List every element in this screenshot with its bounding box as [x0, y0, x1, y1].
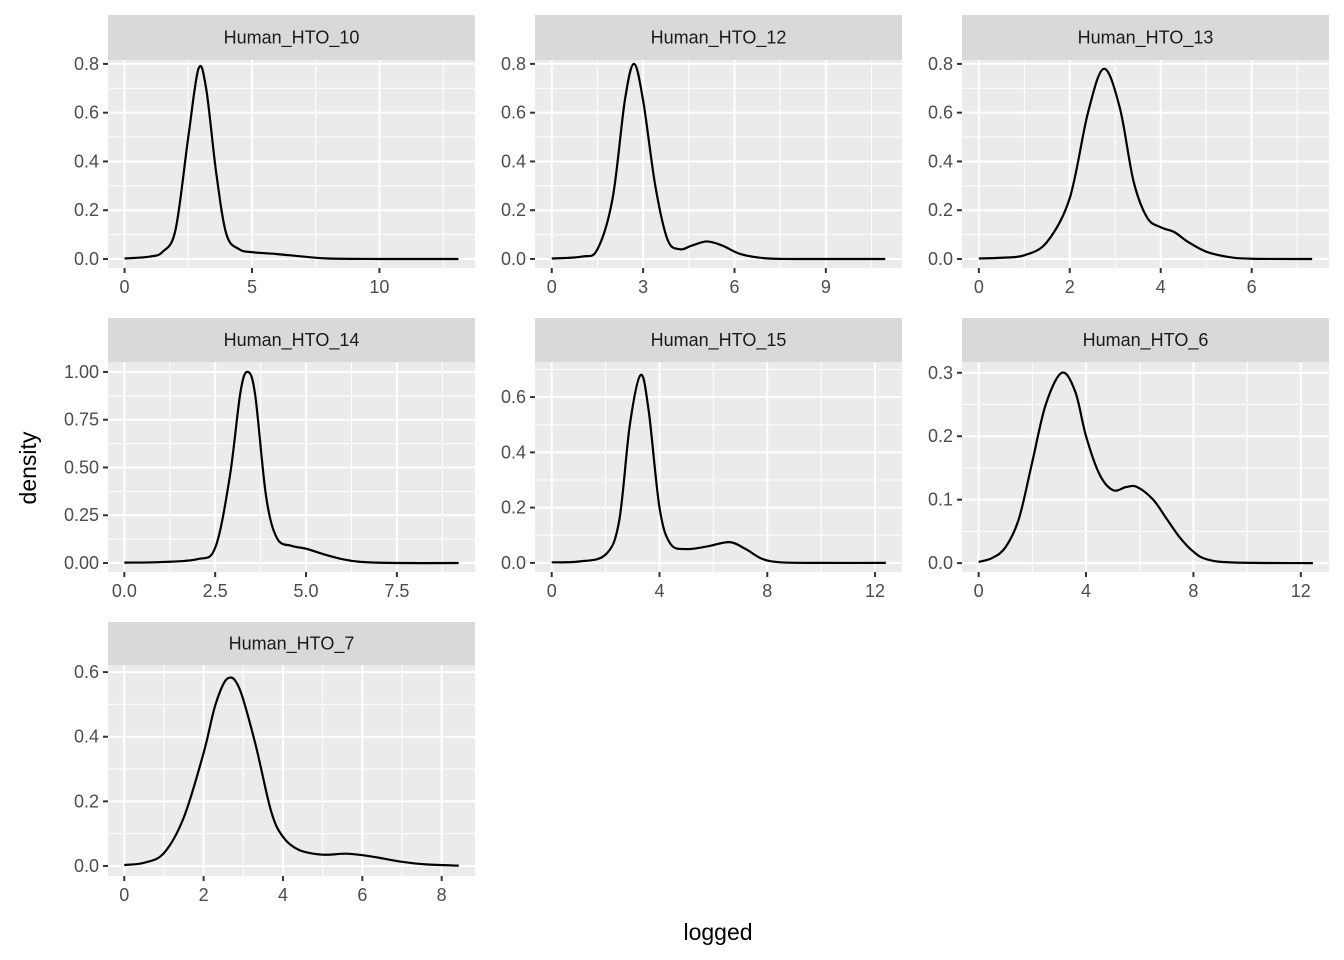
x-tick-label: 6: [357, 885, 367, 905]
x-tick-label: 0: [547, 277, 557, 297]
x-tick-label: 4: [1081, 581, 1091, 601]
density-line: [551, 62, 886, 261]
facet-strip: [108, 318, 475, 362]
density-line: [978, 371, 1313, 565]
facet-panel: Human_HTO_14 0.0 2.5 5.0 7.5 0.00 0.25 0.50 0.75…: [64, 318, 475, 601]
x-axis-title: logged: [683, 919, 752, 945]
x-tick-label: 4: [1156, 277, 1166, 297]
y-tick-label: 0.50: [64, 457, 99, 477]
x-tick-label: 2: [199, 885, 209, 905]
density-line: [124, 64, 459, 261]
x-tick-label: 2.5: [203, 581, 228, 601]
density-line: [551, 373, 886, 565]
y-tick-label: 0.0: [74, 856, 99, 876]
panel-background: [962, 60, 1329, 268]
facet-strip-label: Human_HTO_15: [651, 330, 787, 351]
x-tick-label: 4: [278, 885, 288, 905]
panel-background: [108, 665, 475, 876]
x-tick-label: 0: [974, 581, 984, 601]
y-tick-label: 0.2: [74, 791, 99, 811]
facet-strip: [962, 15, 1329, 60]
x-tick-label: 0: [119, 885, 129, 905]
y-tick-label: 0.6: [928, 103, 953, 123]
x-tick-label: 8: [437, 885, 447, 905]
y-tick-label: 0.6: [74, 103, 99, 123]
y-tick-label: 0.4: [501, 151, 526, 171]
facet-strip-label: Human_HTO_10: [224, 28, 360, 49]
facet-strip-label: Human_HTO_7: [229, 634, 355, 655]
facet-panel: Human_HTO_12 0 3 6 9 0.0 0.2 0.4 0.6 0.8: [501, 15, 902, 297]
facet-strip-label: Human_HTO_14: [224, 330, 360, 351]
y-tick-label: 0.0: [74, 249, 99, 269]
x-tick-label: 6: [729, 277, 739, 297]
x-tick-label: 5: [247, 277, 257, 297]
y-tick-label: 0.6: [501, 387, 526, 407]
panel-background: [535, 60, 902, 268]
x-tick-label: 12: [1291, 581, 1311, 601]
x-tick-label: 0: [120, 277, 130, 297]
facet-strip: [962, 318, 1329, 362]
facet-strip: [535, 318, 902, 362]
x-tick-label: 10: [369, 277, 389, 297]
x-tick-label: 9: [821, 277, 831, 297]
x-tick-label: 4: [654, 581, 664, 601]
x-tick-label: 3: [638, 277, 648, 297]
y-tick-label: 0.3: [928, 363, 953, 383]
x-tick-label: 0: [974, 277, 984, 297]
y-tick-label: 0.2: [501, 498, 526, 518]
x-tick-label: 12: [865, 581, 885, 601]
y-tick-label: 0.6: [501, 103, 526, 123]
y-tick-label: 0.4: [74, 727, 99, 747]
density-line: [124, 676, 459, 867]
facet-strip: [108, 15, 475, 60]
y-tick-label: 0.0: [501, 553, 526, 573]
density-line: [124, 370, 459, 565]
panel-background: [962, 362, 1329, 572]
y-tick-label: 0.8: [928, 54, 953, 74]
facet-panel: Human_HTO_6 0 4 8 12 0.0 0.1 0.2 0.3: [928, 318, 1329, 601]
y-tick-label: 0.2: [74, 200, 99, 220]
y-tick-label: 0.0: [501, 249, 526, 269]
y-tick-label: 0.4: [928, 151, 953, 171]
panel-background: [535, 362, 902, 572]
y-tick-label: 0.75: [64, 410, 99, 430]
x-tick-label: 5.0: [294, 581, 319, 601]
y-tick-label: 0.0: [928, 553, 953, 573]
y-axis-title: density: [15, 431, 41, 504]
facet-strip-label: Human_HTO_6: [1083, 330, 1209, 351]
facet-panel: Human_HTO_13 0 2 4 6 0.0 0.2 0.4 0.6 0.8: [928, 15, 1329, 297]
facet-strip: [535, 15, 902, 60]
x-tick-label: 8: [1188, 581, 1198, 601]
x-tick-label: 2: [1065, 277, 1075, 297]
facet-panel: Human_HTO_15 0 4 8 12 0.0 0.2 0.4 0.6: [501, 318, 902, 601]
facet-panel: Human_HTO_10 0 5 10 0.0 0.2 0.4 0.6 0.8: [74, 15, 475, 297]
facet-strip-label: Human_HTO_13: [1078, 28, 1214, 49]
y-tick-label: 0.4: [501, 442, 526, 462]
x-tick-label: 6: [1247, 277, 1257, 297]
y-tick-label: 0.6: [74, 662, 99, 682]
facet-panel: Human_HTO_7 0 2 4 6 8 0.0 0.2 0.4 0.6: [74, 622, 475, 905]
y-tick-label: 0.4: [74, 151, 99, 171]
y-tick-label: 0.1: [928, 490, 953, 510]
y-tick-label: 0.2: [928, 200, 953, 220]
facet-strip-label: Human_HTO_12: [651, 28, 787, 49]
y-tick-label: 0.2: [501, 200, 526, 220]
x-tick-label: 0: [547, 581, 557, 601]
panel-background: [108, 60, 475, 268]
density-line: [978, 67, 1313, 261]
x-tick-label: 7.5: [384, 581, 409, 601]
y-tick-label: 0.8: [74, 54, 99, 74]
y-tick-label: 0.00: [64, 553, 99, 573]
y-tick-label: 0.0: [928, 249, 953, 269]
x-tick-label: 0.0: [112, 581, 137, 601]
y-tick-label: 0.2: [928, 426, 953, 446]
facet-strip: [108, 622, 475, 665]
facet-panels: Human_HTO_100 5 100.00.20.40.60.8Human_HTO…: [64, 15, 1329, 905]
y-tick-label: 0.8: [501, 54, 526, 74]
y-tick-label: 0.25: [64, 505, 99, 525]
x-tick-label: 8: [762, 581, 772, 601]
y-tick-label: 1.00: [64, 362, 99, 382]
